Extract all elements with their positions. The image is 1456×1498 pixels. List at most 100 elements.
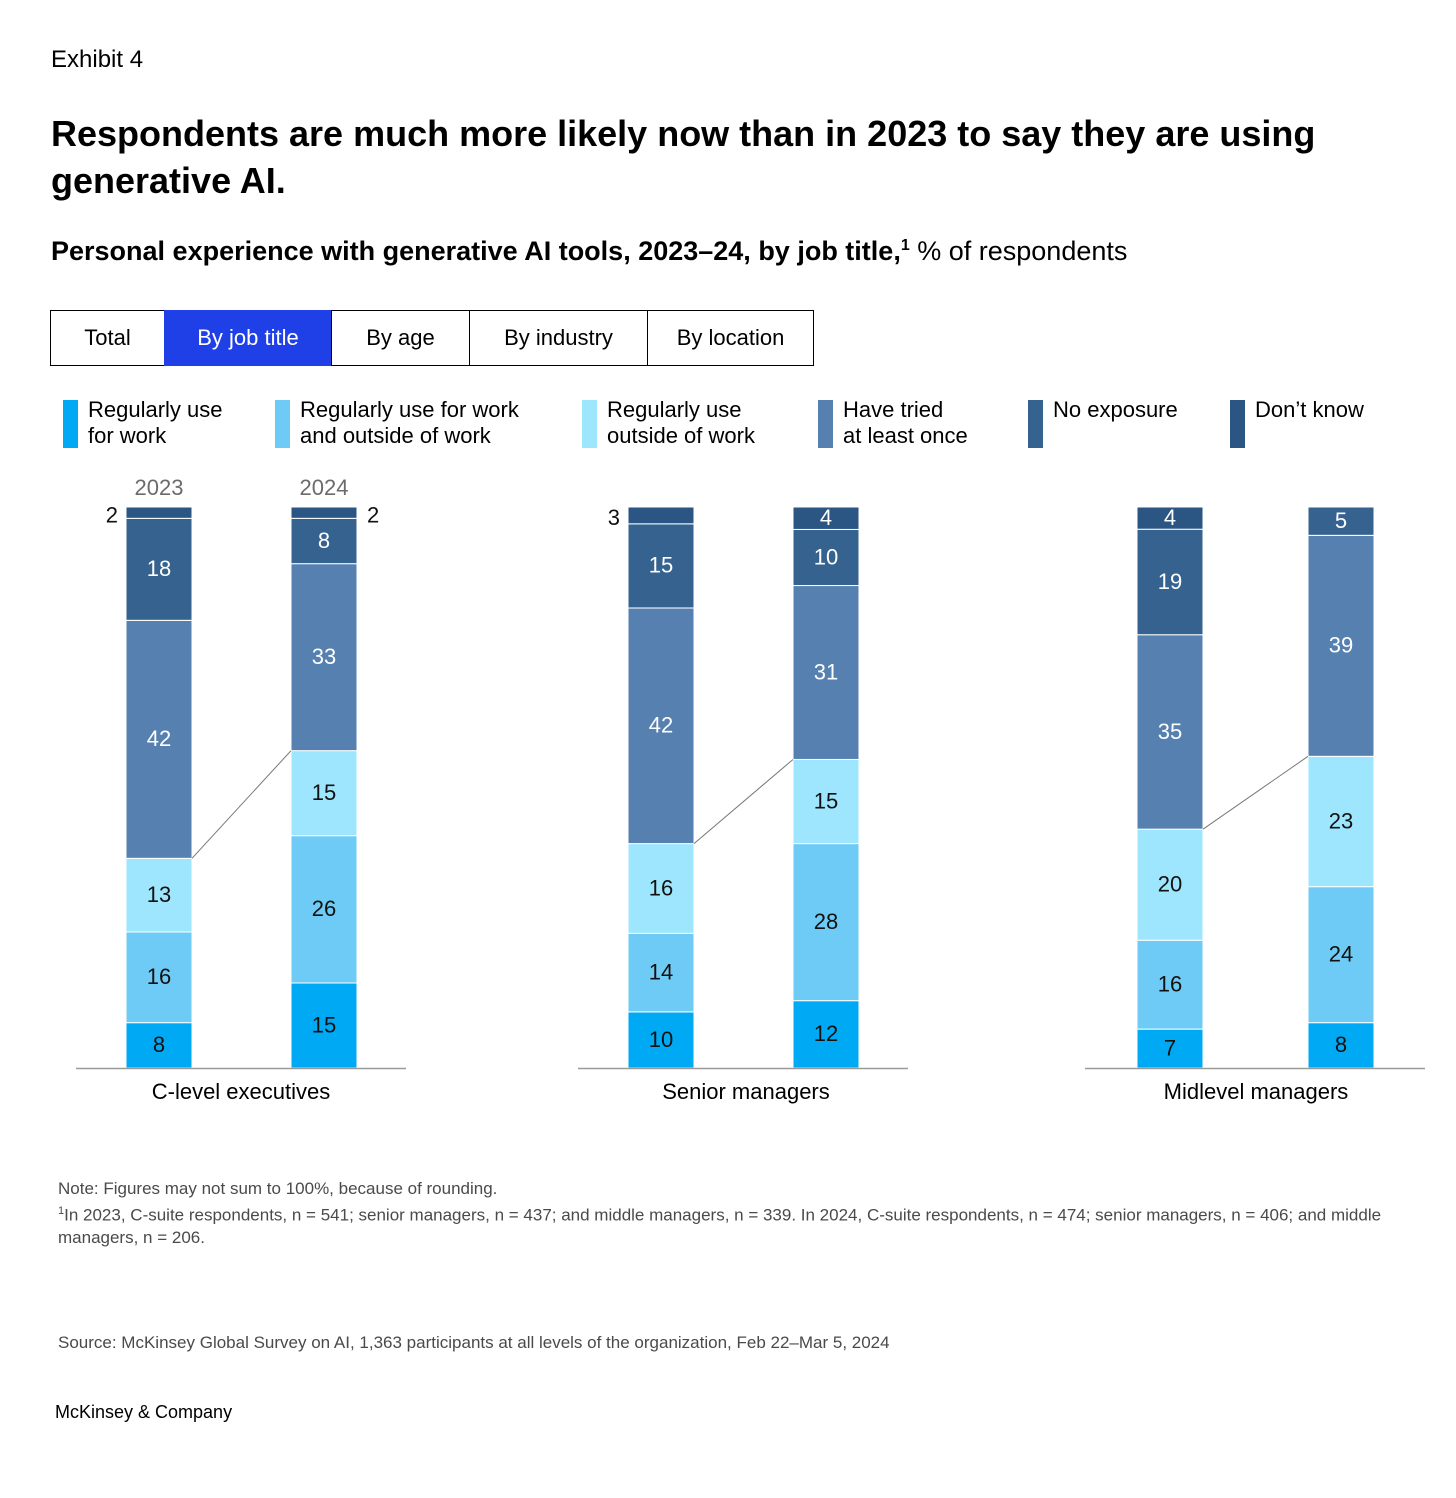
data-label: 3 bbox=[608, 505, 620, 530]
bar-segment bbox=[290, 563, 358, 752]
data-label: 39 bbox=[1329, 633, 1353, 658]
data-label: 35 bbox=[1158, 719, 1182, 744]
data-label: 15 bbox=[312, 780, 336, 805]
data-label: 2 bbox=[367, 502, 379, 527]
bar-segment bbox=[125, 506, 193, 519]
data-label: 24 bbox=[1329, 941, 1353, 966]
bar-segment bbox=[290, 750, 358, 837]
data-label: 31 bbox=[814, 659, 838, 684]
data-label: 15 bbox=[312, 1012, 336, 1037]
bar-segment bbox=[627, 523, 695, 609]
data-label: 42 bbox=[649, 713, 673, 738]
bar-segment bbox=[627, 1011, 695, 1069]
data-label: 19 bbox=[1158, 569, 1182, 594]
category-label: C-level executives bbox=[152, 1079, 331, 1104]
data-label: 15 bbox=[814, 788, 838, 813]
connector-line bbox=[693, 759, 794, 844]
bar-segment bbox=[1307, 534, 1375, 757]
legend-label: Regularly use outside of work bbox=[607, 397, 755, 448]
legend-swatch bbox=[63, 400, 78, 448]
data-label: 15 bbox=[649, 553, 673, 578]
tab-by-age[interactable]: By age bbox=[331, 310, 470, 366]
bar-segment bbox=[627, 607, 695, 845]
legend-item-work: Regularly use for work bbox=[63, 397, 223, 449]
data-label: 33 bbox=[312, 644, 336, 669]
bar-segment bbox=[290, 506, 358, 519]
bar-segment bbox=[792, 585, 860, 760]
legend-item-no-exposure: No exposure bbox=[1028, 397, 1178, 448]
data-label: 18 bbox=[147, 556, 171, 581]
data-label: 4 bbox=[820, 505, 832, 530]
bar-segment bbox=[1136, 634, 1204, 830]
bar-segment bbox=[1136, 1028, 1204, 1069]
data-label: 8 bbox=[318, 528, 330, 553]
legend-item-outside-work: Regularly use outside of work bbox=[582, 397, 755, 449]
year-label: 2023 bbox=[135, 475, 184, 500]
tab-by-job-title[interactable]: By job title bbox=[164, 310, 332, 366]
data-label: 4 bbox=[1164, 505, 1176, 530]
data-label: 13 bbox=[147, 882, 171, 907]
bar-segment bbox=[290, 517, 358, 565]
legend-item-work-and-outside: Regularly use for work and outside of wo… bbox=[275, 397, 519, 449]
legend-item-dont-know: Don’t know bbox=[1230, 397, 1364, 448]
data-label: 12 bbox=[814, 1021, 838, 1046]
data-label: 7 bbox=[1164, 1035, 1176, 1060]
category-label: Senior managers bbox=[662, 1079, 830, 1104]
connector-line bbox=[191, 750, 292, 859]
bar-segment bbox=[1307, 1022, 1375, 1069]
data-label: 20 bbox=[1158, 872, 1182, 897]
bar-segment bbox=[627, 506, 695, 525]
legend-label: Regularly use for work and outside of wo… bbox=[300, 397, 519, 448]
bar-segment bbox=[627, 932, 695, 1013]
legend-swatch bbox=[1230, 400, 1245, 448]
note: Note: Figures may not sum to 100%, becau… bbox=[58, 1179, 498, 1198]
bar-segment bbox=[792, 758, 860, 845]
bar-segment bbox=[1136, 939, 1204, 1030]
legend-label: Have tried at least once bbox=[843, 397, 968, 448]
exhibit-label: Exhibit 4 bbox=[51, 46, 144, 73]
data-label: 10 bbox=[649, 1027, 673, 1052]
bar-segment bbox=[1136, 506, 1204, 530]
footnote-text: In 2023, C-suite respondents, n = 541; s… bbox=[58, 1205, 1382, 1247]
legend-swatch bbox=[1028, 400, 1043, 448]
bar-segment bbox=[290, 835, 358, 984]
bar-segment bbox=[125, 1022, 193, 1069]
bar-segment bbox=[1136, 528, 1204, 636]
bar-segment bbox=[1136, 828, 1204, 941]
data-label: 42 bbox=[147, 726, 171, 751]
tab-by-industry[interactable]: By industry bbox=[469, 310, 648, 366]
year-label: 2024 bbox=[300, 475, 349, 500]
tab-by-location[interactable]: By location bbox=[647, 310, 814, 366]
data-label: 5 bbox=[1335, 508, 1347, 533]
bar-segment bbox=[290, 982, 358, 1069]
bar-segment bbox=[1307, 886, 1375, 1024]
legend-swatch bbox=[275, 400, 290, 448]
bar-segment bbox=[792, 528, 860, 587]
legend-swatch bbox=[818, 400, 833, 448]
bar-segment bbox=[1307, 755, 1375, 888]
subtitle-unit: % of respondents bbox=[909, 236, 1128, 266]
legend-swatch bbox=[582, 400, 597, 448]
footnote-mark: 1 bbox=[58, 1205, 65, 1217]
tab-total[interactable]: Total bbox=[50, 310, 165, 366]
category-label: Midlevel managers bbox=[1164, 1079, 1349, 1104]
data-label: 8 bbox=[153, 1032, 165, 1057]
bar-segment bbox=[125, 619, 193, 859]
bar-segment bbox=[1307, 506, 1375, 536]
data-label: 16 bbox=[649, 875, 673, 900]
bar-segment bbox=[627, 843, 695, 934]
data-label: 2 bbox=[106, 502, 118, 527]
data-label: 16 bbox=[147, 964, 171, 989]
data-label: 26 bbox=[312, 896, 336, 921]
subtitle-footnote-mark: 1 bbox=[900, 237, 910, 254]
connector-line bbox=[1202, 755, 1309, 830]
chart-subtitle: Personal experience with generative AI t… bbox=[51, 236, 1127, 267]
legend-label: No exposure bbox=[1053, 397, 1178, 422]
legend-label: Regularly use for work bbox=[88, 397, 223, 448]
data-label: 28 bbox=[814, 909, 838, 934]
source: Source: McKinsey Global Survey on AI, 1,… bbox=[58, 1333, 890, 1352]
data-label: 14 bbox=[649, 959, 673, 984]
footnote: 1In 2023, C-suite respondents, n = 541; … bbox=[58, 1200, 1388, 1249]
legend-item-tried-once: Have tried at least once bbox=[818, 397, 968, 449]
